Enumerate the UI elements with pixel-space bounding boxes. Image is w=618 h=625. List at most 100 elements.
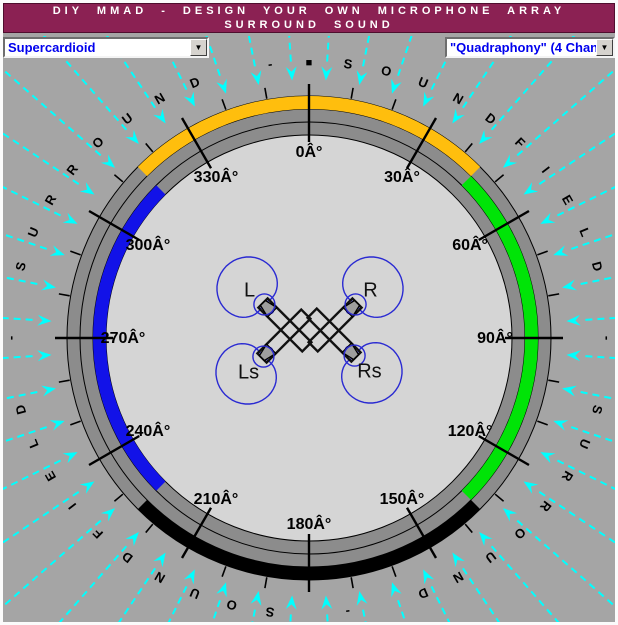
degree-label: 150Â° xyxy=(380,489,425,508)
soundfield-arrowhead-icon xyxy=(553,420,569,431)
minor-tick-mark xyxy=(537,250,548,256)
minor-tick-mark xyxy=(391,566,397,577)
title-bar: DIY MMAD - DESIGN YOUR OWN MICROPHONE AR… xyxy=(3,3,615,33)
soundfield-arrow-icon xyxy=(534,132,615,188)
degree-label: 180Â° xyxy=(287,514,332,533)
compass-canvas: ■ S OUNDFIELD-SURROUND-SOUNDFIELD-SURROUND… xyxy=(3,36,615,622)
minor-tick-mark xyxy=(113,174,124,183)
soundfield-arrowhead-icon xyxy=(183,569,195,585)
soundfield-arrowhead-icon xyxy=(41,385,56,397)
capsule-circle-Ls xyxy=(252,345,275,368)
soundfield-arrowhead-icon xyxy=(540,212,556,224)
major-tick-mark xyxy=(88,209,140,242)
soundfield-arrowhead-icon xyxy=(250,70,262,85)
mic-label-Rs: Rs xyxy=(357,360,381,382)
ring-letter: - xyxy=(600,336,615,340)
minor-tick-mark xyxy=(537,420,548,426)
minor-tick-mark xyxy=(464,142,473,153)
ring-letter: - xyxy=(267,56,273,71)
degree-label: 60Â° xyxy=(452,235,488,254)
soundfield-arrow-icon xyxy=(487,541,560,622)
minor-tick-mark xyxy=(494,493,505,502)
mic-label-R: R xyxy=(363,280,377,302)
soundfield-arrowhead-icon xyxy=(502,508,518,522)
capsule-circle-R xyxy=(344,293,367,316)
minor-tick-mark xyxy=(350,87,354,99)
soundfield-arrowhead-icon xyxy=(562,279,577,291)
soundfield-arrowhead-icon xyxy=(523,182,539,195)
soundfield-arrowhead-icon xyxy=(391,582,402,598)
minor-tick-mark xyxy=(70,250,81,256)
minor-tick-mark xyxy=(264,577,268,589)
soundfield-arrowhead-icon xyxy=(566,350,581,362)
ring-letter: S xyxy=(12,260,29,273)
soundfield-arrow-icon xyxy=(58,541,131,622)
soundfield-arrowhead-icon xyxy=(250,591,262,606)
soundfield-arrowhead-icon xyxy=(285,595,297,610)
soundfield-arrowhead-icon xyxy=(37,314,52,326)
ring-letter: S xyxy=(343,56,354,72)
soundfield-arrow-icon xyxy=(534,488,615,544)
soundfield-arrow-icon xyxy=(3,488,84,544)
mic-capsule-Ls xyxy=(258,343,277,362)
major-tick-mark xyxy=(405,507,438,559)
polar-pattern-select[interactable]: Supercardioid ▼ xyxy=(3,37,209,58)
soundfield-arrowhead-icon xyxy=(479,531,493,547)
soundfield-arrowhead-icon xyxy=(62,212,78,224)
minor-tick-mark xyxy=(350,577,354,589)
soundfield-arrowhead-icon xyxy=(562,385,577,397)
soundfield-arrowhead-icon xyxy=(49,245,65,256)
soundfield-arrowhead-icon xyxy=(321,66,333,81)
soundfield-arrowhead-icon xyxy=(321,595,333,610)
ring-letter: S xyxy=(264,604,275,620)
soundfield-arrowhead-icon xyxy=(356,70,368,85)
minor-tick-mark xyxy=(548,379,560,383)
chevron-down-icon[interactable]: ▼ xyxy=(596,39,613,56)
soundfield-arrowhead-icon xyxy=(285,66,297,81)
soundfield-arrowhead-icon xyxy=(153,108,166,124)
degree-label: 90Â° xyxy=(477,328,513,347)
capsule-circle-Rs xyxy=(343,344,366,367)
channel-format-value: "Quadraphony" (4 Channels xyxy=(450,40,596,55)
soundfield-arrow-icon xyxy=(3,132,84,188)
soundfield-arrowhead-icon xyxy=(540,452,556,464)
major-tick-mark xyxy=(180,507,213,559)
minor-tick-mark xyxy=(221,566,227,577)
degree-label: 30Â° xyxy=(384,167,420,186)
soundfield-arrowhead-icon xyxy=(37,350,52,362)
mic-capsule-R xyxy=(342,299,361,318)
minor-tick-mark xyxy=(494,174,505,183)
soundfield-arrow-icon xyxy=(487,36,576,135)
soundfield-arrowhead-icon xyxy=(391,78,402,94)
minor-tick-mark xyxy=(58,293,70,297)
app-title-line1: DIY MMAD - DESIGN YOUR OWN MICROPHONE AR… xyxy=(52,4,566,17)
degree-label: 270Â° xyxy=(101,328,146,347)
soundfield-arrow-icon xyxy=(512,516,615,608)
degree-label: 330Â° xyxy=(194,167,239,186)
soundfield-arrowhead-icon xyxy=(183,91,195,107)
degree-label: 240Â° xyxy=(126,421,171,440)
polar-pattern-value: Supercardioid xyxy=(8,40,96,55)
ring-letter: S xyxy=(589,403,606,416)
minor-tick-mark xyxy=(464,523,473,534)
soundfield-arrowhead-icon xyxy=(153,552,166,568)
soundfield-arrowhead-icon xyxy=(49,420,65,431)
chevron-down-icon[interactable]: ▼ xyxy=(190,39,207,56)
soundfield-arrowhead-icon xyxy=(423,91,435,107)
soundfield-arrowhead-icon xyxy=(100,508,116,522)
major-tick-mark xyxy=(478,209,530,242)
soundfield-arrowhead-icon xyxy=(356,591,368,606)
compass-interior xyxy=(105,134,513,542)
minor-tick-mark xyxy=(264,87,268,99)
soundfield-arrowhead-icon xyxy=(423,569,435,585)
soundfield-arrowhead-icon xyxy=(566,314,581,326)
soundfield-arrowhead-icon xyxy=(125,129,139,145)
minor-tick-mark xyxy=(221,99,227,110)
minor-tick-mark xyxy=(70,420,81,426)
minor-tick-mark xyxy=(391,99,397,110)
channel-format-select[interactable]: "Quadraphony" (4 Channels ▼ xyxy=(445,37,615,58)
ring-letter: D xyxy=(12,403,29,416)
minor-tick-mark xyxy=(58,379,70,383)
soundfield-arrowhead-icon xyxy=(79,182,95,195)
ring-letter: - xyxy=(3,336,18,340)
